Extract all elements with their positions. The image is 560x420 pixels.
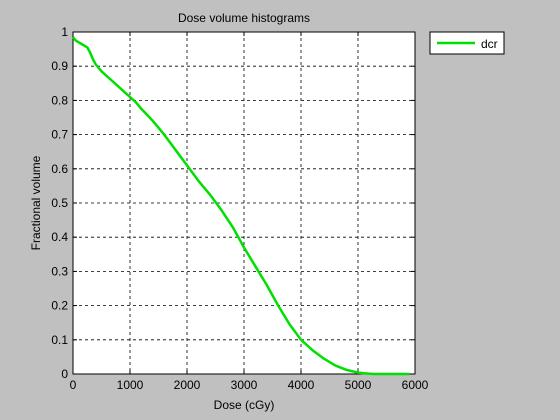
y-tick-label: 1 [61, 25, 68, 39]
chart-title: Dose volume histograms [178, 11, 310, 25]
x-axis-label: Dose (cGy) [214, 398, 275, 412]
x-tick-labels: 0 1000 2000 3000 4000 5000 6000 [70, 378, 429, 392]
y-tick-label: 0.8 [51, 93, 68, 107]
legend-entry-dcr: dcr [481, 37, 498, 51]
series-lines [72, 36, 410, 376]
x-tick-label: 6000 [402, 378, 429, 392]
y-tick-label: 0.9 [51, 59, 68, 73]
y-tick-label: 0.2 [51, 299, 68, 313]
x-tick-label: 5000 [345, 378, 372, 392]
series-line-dcr [72, 36, 410, 376]
y-tick-label: 0.4 [51, 230, 68, 244]
y-tick-label: 0.3 [51, 264, 68, 278]
legend: dcr [429, 31, 505, 55]
y-tick-label: 0 [61, 367, 68, 381]
y-tick-label: 0.7 [51, 128, 68, 142]
y-tick-labels: 0 0.1 0.2 0.3 0.4 0.5 0.6 0.7 0.8 0.9 1 [51, 25, 68, 381]
x-tick-label: 3000 [231, 378, 258, 392]
y-tick-label: 0.6 [51, 162, 68, 176]
grid-lines [73, 32, 415, 374]
x-tick-label: 2000 [174, 378, 201, 392]
x-tick-label: 1000 [117, 378, 144, 392]
y-tick-label: 0.5 [51, 196, 68, 210]
y-axis-label: Fractional volume [29, 155, 43, 250]
x-tick-label: 0 [70, 378, 77, 392]
y-tick-label: 0.1 [51, 333, 68, 347]
x-tick-label: 4000 [288, 378, 315, 392]
